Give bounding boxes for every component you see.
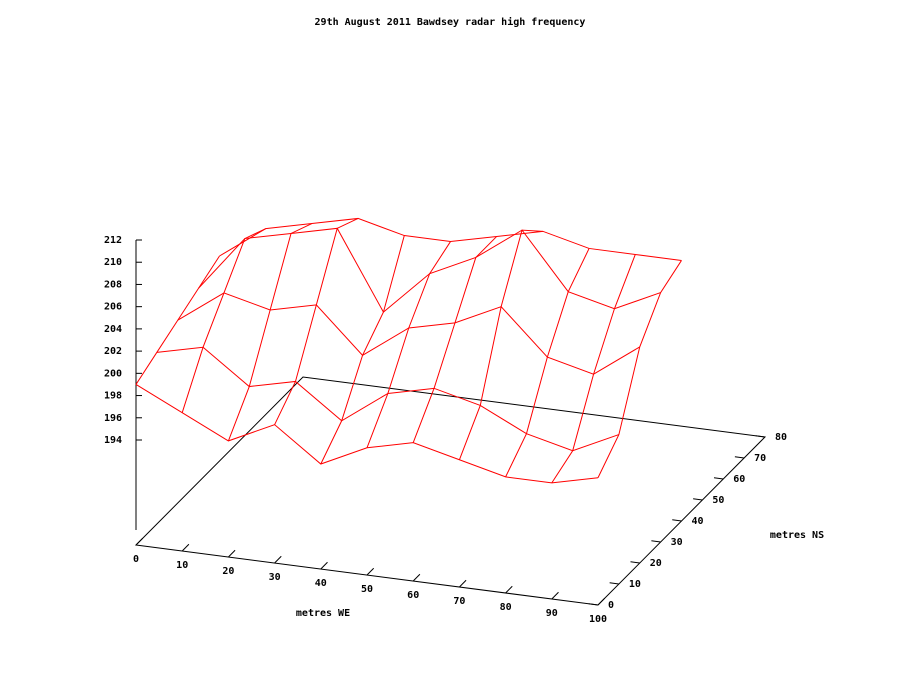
y-tick-label: 60: [733, 474, 745, 485]
y-tick: [588, 603, 599, 606]
mesh-column: [227, 223, 313, 442]
z-tick-label: 206: [104, 302, 122, 313]
y-tick-label: 0: [608, 600, 614, 611]
z-tick-label: 194: [104, 435, 122, 446]
x-tick-label: 40: [315, 578, 327, 589]
y-tick: [734, 456, 745, 459]
x-tick-label: 20: [222, 566, 234, 577]
mesh-row: [156, 346, 620, 452]
mesh-column: [597, 260, 682, 478]
mesh-row: [219, 217, 682, 261]
y-tick-label: 20: [650, 558, 662, 569]
mesh-column: [412, 236, 498, 443]
x-tick-label: 50: [361, 584, 373, 595]
z-tick-label: 212: [104, 235, 122, 246]
x-tick-label: 80: [500, 602, 512, 613]
mesh-column: [366, 241, 451, 448]
y-tick-label: 80: [775, 432, 787, 443]
z-tick-label: 208: [104, 279, 122, 290]
x-tick-label: 60: [407, 590, 419, 601]
x-tick: [135, 537, 144, 546]
mesh-row: [177, 292, 641, 375]
y-tick-label: 70: [754, 453, 766, 464]
chart-title: 29th August 2011 Bawdsey radar high freq…: [315, 16, 586, 28]
x-tick-label: 100: [589, 614, 607, 625]
y-tick-label: 50: [712, 495, 724, 506]
z-tick-label: 204: [104, 324, 122, 335]
x-tick: [551, 591, 559, 600]
x-tick: [505, 585, 513, 594]
z-tick-label: 196: [104, 413, 122, 424]
x-tick: [274, 555, 282, 564]
y-tick-label: 40: [692, 516, 704, 527]
x-tick: [181, 543, 190, 552]
x-tick: [228, 549, 236, 558]
mesh-column: [274, 217, 359, 425]
x-tick: [412, 573, 421, 582]
x-tick-label: 10: [176, 560, 188, 571]
y-tick: [609, 582, 619, 585]
z-tick-label: 210: [104, 257, 122, 268]
z-tick-label: 202: [104, 346, 122, 357]
y-tick: [755, 435, 766, 438]
x-tick: [320, 561, 328, 570]
z-tick-label: 198: [104, 391, 122, 402]
y-tick: [693, 498, 703, 501]
mesh-column: [181, 228, 266, 413]
x-tick-label: 30: [269, 572, 281, 583]
x-tick: [597, 597, 606, 606]
x-axis-label: metres WE: [296, 608, 350, 619]
mesh-row: [135, 384, 599, 484]
x-tick-label: 0: [133, 554, 139, 565]
y-axis-label: metres NS: [770, 530, 824, 541]
mesh-row: [198, 227, 661, 313]
y-tick-label: 10: [629, 579, 641, 590]
mesh-column: [135, 255, 220, 385]
mesh-column: [551, 254, 636, 484]
z-tick-label: 200: [104, 368, 122, 379]
x-tick-label: 70: [453, 596, 465, 607]
x-tick: [366, 567, 375, 576]
y-tick: [651, 540, 661, 543]
mesh-column: [505, 248, 590, 478]
y-tick-label: 30: [671, 537, 683, 548]
y-tick: [630, 561, 640, 564]
mesh-column: [320, 235, 405, 465]
mesh-column: [458, 229, 543, 460]
y-tick: [713, 477, 724, 480]
y-tick: [672, 519, 682, 522]
x-tick: [459, 579, 467, 588]
x-tick-label: 90: [546, 608, 558, 619]
